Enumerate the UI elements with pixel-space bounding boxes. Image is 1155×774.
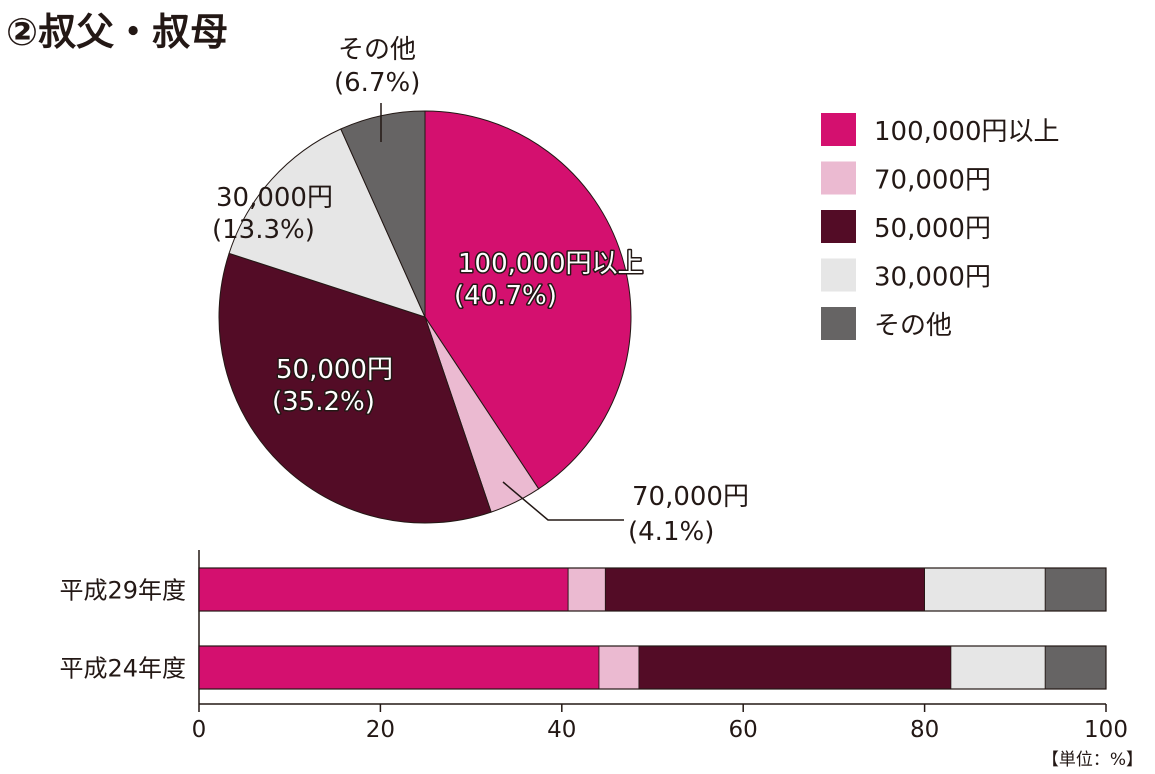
pie-value-label-item-4: (6.7%) — [334, 68, 420, 98]
chart-title: ②叔父・叔母 — [6, 10, 228, 54]
bar-segment-29-0-70000-1 — [567, 567, 606, 612]
bar-segment-29-0-100000-0 — [198, 567, 569, 612]
pie-slice-30000-3 — [228, 128, 426, 318]
category-label-24-1: 平成24年度 — [59, 655, 186, 683]
legend-label-30000-3: 30,000円 — [874, 263, 991, 293]
bar-segment-29-0-30000-3 — [924, 567, 1046, 612]
bar-segment-29-0-item-4 — [1044, 567, 1107, 612]
bar-outline-24-1 — [198, 645, 1107, 690]
x-tick-label-0: 0 — [192, 717, 207, 743]
pie-chart — [218, 110, 632, 524]
bar-segment-29-0-50000-2 — [604, 567, 926, 612]
pie-slice-item-4 — [340, 110, 426, 318]
category-label-29-0: 平成29年度 — [59, 577, 186, 605]
legend-label-100000-0: 100,000円以上 — [874, 117, 1060, 147]
bar-outline-29-0 — [198, 567, 1107, 612]
legend-label-70000-1: 70,000円 — [874, 166, 991, 196]
pie-labels: 100,000円以上(40.7%) 70,000円 (4.1%) 50,000円(35… — [212, 35, 749, 547]
pie-value-label-50000-2: (35.2%) — [272, 387, 375, 417]
legend-swatch-30000-3 — [821, 258, 856, 292]
legend-swatch-70000-1 — [821, 161, 856, 195]
x-tick-label-80: 80 — [910, 717, 939, 743]
unit-note: 【単位：%】 — [1042, 750, 1143, 770]
pie-value-label-100000-0: (40.7%) — [454, 281, 557, 311]
leader-line-70000-1 — [502, 481, 624, 521]
pie-label-100000-0: 100,000円以上 — [458, 249, 644, 279]
legend-swatch-100000-0 — [821, 113, 856, 146]
legend-swatch-50000-2 — [821, 210, 856, 243]
x-tick-label-40: 40 — [547, 717, 576, 743]
pie-label-50000-2: 50,000円 — [276, 355, 393, 385]
bar-segment-24-1-50000-2 — [638, 645, 952, 690]
legend-swatch-item-4 — [821, 307, 856, 340]
pie-label-item-4: その他 — [338, 35, 416, 65]
pie-label-30000-3: 30,000円 — [216, 183, 333, 213]
pie-label-70000-1: 70,000円 — [632, 482, 749, 512]
bar-segment-24-1-70000-1 — [598, 645, 640, 690]
x-tick-label-100: 100 — [1084, 717, 1128, 743]
bar-segment-24-1-item-4 — [1044, 645, 1107, 690]
pie-value-label-70000-1: (4.1%) — [628, 517, 714, 547]
x-tick-label-60: 60 — [729, 717, 758, 743]
bar-segment-24-1-30000-3 — [950, 645, 1046, 690]
bar-segment-24-1-100000-0 — [198, 645, 600, 690]
pie-value-label-30000-3: (13.3%) — [212, 215, 315, 245]
legend-label-item-4: その他 — [874, 311, 952, 341]
pie-slice-50000-2 — [218, 252, 492, 524]
legend-label-50000-2: 50,000円 — [874, 214, 991, 244]
x-tick-label-20: 20 — [366, 717, 395, 743]
